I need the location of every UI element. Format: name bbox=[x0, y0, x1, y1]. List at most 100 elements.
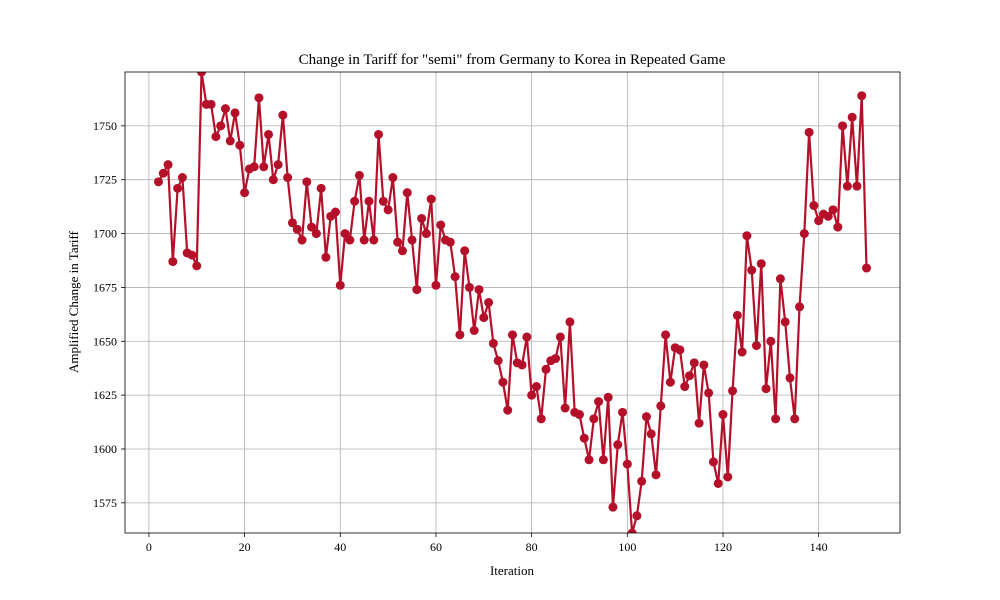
y-tick-label: 1675 bbox=[93, 280, 117, 294]
data-point bbox=[254, 93, 264, 103]
data-point bbox=[555, 332, 565, 342]
data-point bbox=[689, 358, 699, 368]
data-point bbox=[278, 110, 288, 120]
data-point bbox=[809, 201, 819, 211]
data-point bbox=[350, 196, 360, 206]
data-point bbox=[321, 252, 331, 262]
data-point bbox=[173, 183, 183, 193]
chart-title: Change in Tariff for "semi" from Germany… bbox=[299, 52, 726, 68]
series bbox=[153, 72, 872, 533]
data-point bbox=[393, 237, 403, 247]
plot-frame bbox=[124, 71, 901, 534]
data-point bbox=[464, 282, 474, 292]
data-point bbox=[383, 205, 393, 215]
data-point bbox=[503, 405, 513, 415]
data-point bbox=[637, 476, 647, 486]
data-point bbox=[799, 229, 809, 239]
data-point bbox=[287, 218, 297, 228]
data-point bbox=[761, 384, 771, 394]
data-point bbox=[359, 235, 369, 245]
x-tick-label: 120 bbox=[714, 540, 732, 554]
data-point bbox=[589, 414, 599, 424]
data-point bbox=[632, 511, 642, 521]
data-point bbox=[857, 91, 867, 101]
data-point bbox=[517, 360, 527, 370]
data-point bbox=[560, 403, 570, 413]
data-point bbox=[493, 356, 503, 366]
data-point bbox=[431, 280, 441, 290]
data-point bbox=[622, 459, 632, 469]
data-point bbox=[756, 259, 766, 269]
data-point bbox=[708, 457, 718, 467]
y-tick-label: 1625 bbox=[93, 388, 117, 402]
x-tick-label: 140 bbox=[810, 540, 828, 554]
data-point bbox=[192, 261, 202, 271]
data-point bbox=[852, 181, 862, 191]
data-point bbox=[522, 332, 532, 342]
data-point bbox=[747, 265, 757, 275]
data-point bbox=[426, 194, 436, 204]
data-point bbox=[661, 330, 671, 340]
data-point bbox=[732, 310, 742, 320]
y-tick-label: 1725 bbox=[93, 173, 117, 187]
data-point bbox=[594, 397, 604, 407]
data-point bbox=[469, 326, 479, 336]
data-point bbox=[417, 213, 427, 223]
data-point bbox=[283, 173, 293, 183]
x-tick-label: 100 bbox=[618, 540, 636, 554]
data-point bbox=[536, 414, 546, 424]
data-point bbox=[240, 188, 250, 198]
y-axis-label: Amplified Change in Tariff bbox=[66, 230, 81, 373]
data-point bbox=[455, 330, 465, 340]
x-tick-label: 60 bbox=[430, 540, 442, 554]
data-point bbox=[488, 338, 498, 348]
data-point bbox=[340, 229, 350, 239]
data-point bbox=[641, 412, 651, 422]
data-point bbox=[842, 181, 852, 191]
data-point bbox=[168, 257, 178, 267]
data-point bbox=[713, 478, 723, 488]
data-point bbox=[421, 229, 431, 239]
data-point bbox=[603, 392, 613, 402]
data-point bbox=[656, 401, 666, 411]
y-tick-label: 1700 bbox=[93, 227, 117, 241]
data-point bbox=[374, 129, 384, 139]
data-point bbox=[436, 220, 446, 230]
data-point bbox=[311, 229, 321, 239]
data-point bbox=[766, 336, 776, 346]
data-point bbox=[771, 414, 781, 424]
data-point bbox=[823, 211, 833, 221]
data-point bbox=[369, 235, 379, 245]
data-point bbox=[297, 235, 307, 245]
data-point bbox=[833, 222, 843, 232]
data-point bbox=[307, 222, 317, 232]
grid bbox=[125, 72, 900, 533]
data-point bbox=[737, 347, 747, 357]
data-point bbox=[354, 170, 364, 180]
data-point bbox=[302, 177, 312, 187]
data-point bbox=[479, 313, 489, 323]
x-tick-label: 40 bbox=[334, 540, 346, 554]
data-point bbox=[541, 364, 551, 374]
data-point bbox=[316, 183, 326, 193]
data-point bbox=[751, 341, 761, 351]
data-point bbox=[795, 302, 805, 312]
data-point bbox=[574, 410, 584, 420]
data-point bbox=[216, 121, 226, 131]
data-point bbox=[484, 298, 494, 307]
data-point bbox=[838, 121, 848, 131]
data-point bbox=[804, 127, 814, 137]
data-point bbox=[646, 429, 656, 439]
x-axis-label: Iteration bbox=[490, 563, 535, 578]
data-point bbox=[498, 377, 508, 387]
data-point bbox=[699, 360, 709, 370]
axis-ticks: 0 20 40 60 80 100 120 140 1575 1600 1625 1650 1675 17… bbox=[93, 119, 828, 554]
x-tick-label: 0 bbox=[146, 540, 152, 554]
data-point bbox=[206, 99, 216, 109]
data-point bbox=[742, 231, 752, 241]
data-point bbox=[330, 207, 340, 217]
data-point bbox=[847, 112, 857, 122]
data-point bbox=[187, 250, 197, 260]
data-point bbox=[220, 104, 230, 114]
